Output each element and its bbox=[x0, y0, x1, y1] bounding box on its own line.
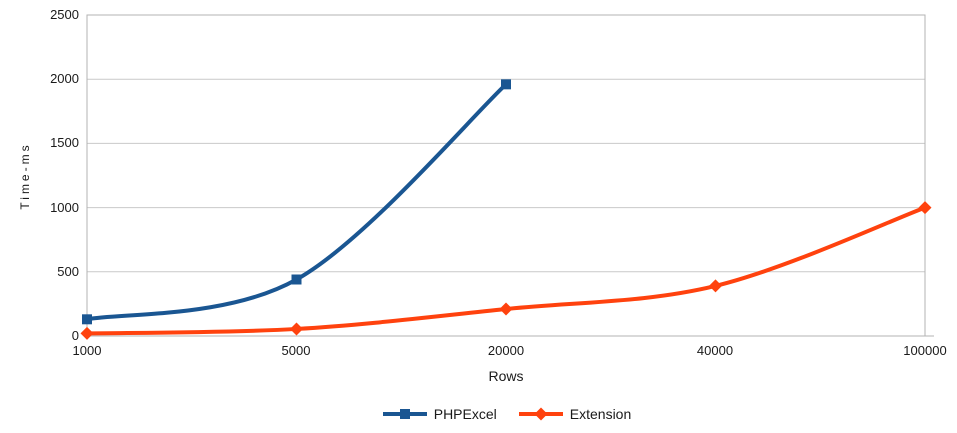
legend-label: Extension bbox=[569, 406, 632, 422]
legend-item-extension: Extension bbox=[517, 406, 631, 422]
x-axis-title: Rows bbox=[488, 368, 524, 384]
legend: PHPExcel Extension bbox=[87, 403, 925, 425]
x-axis-tick-label: 20000 bbox=[487, 343, 525, 358]
legend-label: PHPExcel bbox=[433, 406, 497, 422]
y-axis-tick-label: 2500 bbox=[50, 7, 79, 22]
y-axis-tick-label: 1000 bbox=[50, 200, 79, 215]
x-axis-tick-label: 1000 bbox=[72, 343, 102, 358]
y-axis-tick-label: 500 bbox=[57, 264, 79, 279]
x-axis-tick-label: 5000 bbox=[281, 343, 311, 358]
x-axis-tick-label: 100000 bbox=[903, 343, 947, 358]
y-axis-title: Time-ms bbox=[18, 142, 32, 210]
extension-line-diamond-icon bbox=[518, 407, 563, 421]
x-axis-tick-label: 40000 bbox=[696, 343, 734, 358]
y-axis-tick-label: 1500 bbox=[50, 135, 79, 150]
legend-item-phpexcel: PHPExcel bbox=[381, 406, 497, 422]
phpexcel-line-square-icon bbox=[382, 409, 427, 419]
y-axis-tick-label: 2000 bbox=[50, 71, 79, 86]
y-axis-tick-label: 0 bbox=[71, 328, 79, 343]
